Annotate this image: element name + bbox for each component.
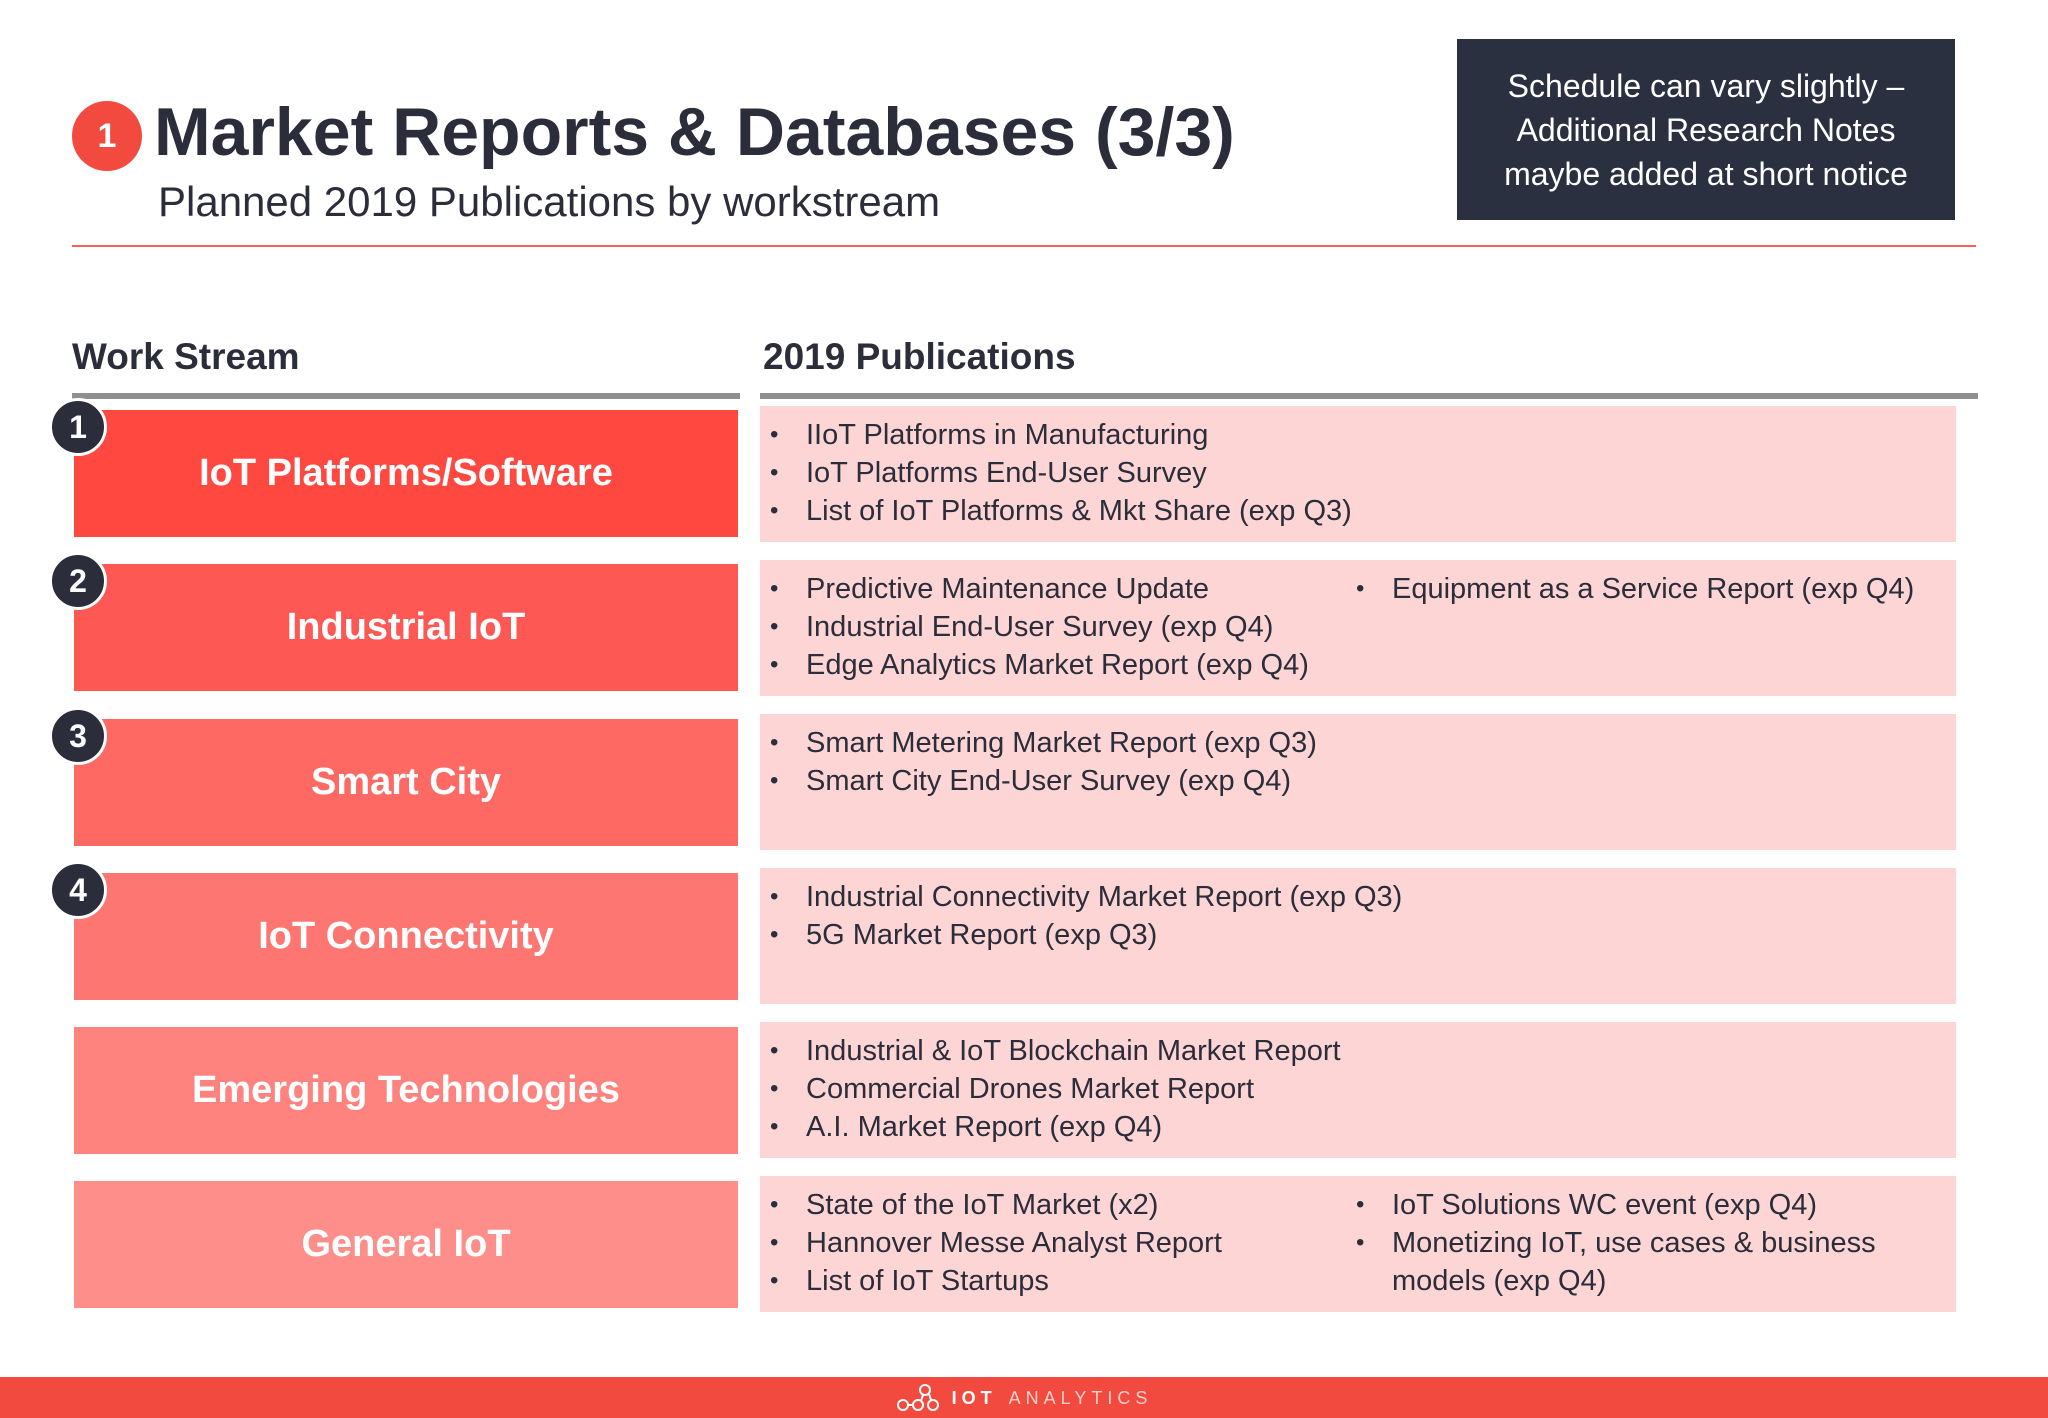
page-title: Market Reports & Databases (3/3) xyxy=(154,94,1235,170)
publications-box: Industrial & IoT Blockchain Market Repor… xyxy=(760,1022,1956,1158)
publication-list: IIoT Platforms in ManufacturingIoT Platf… xyxy=(760,416,1352,530)
publication-item: Industrial End-User Survey (exp Q4) xyxy=(760,608,1309,646)
publication-item: Industrial Connectivity Market Report (e… xyxy=(760,878,1402,916)
publication-item: Edge Analytics Market Report (exp Q4) xyxy=(760,646,1309,684)
publication-item: IoT Solutions WC event (exp Q4) xyxy=(1346,1186,1912,1224)
publications-box: Smart Metering Market Report (exp Q3)Sma… xyxy=(760,714,1956,850)
publication-item: List of IoT Platforms & Mkt Share (exp Q… xyxy=(760,492,1352,530)
workstream-number-badge: 4 xyxy=(49,861,107,919)
title-number-badge: 1 xyxy=(72,101,142,171)
workstream-label: Emerging Technologies xyxy=(192,1069,620,1111)
iot-network-icon xyxy=(896,1384,939,1411)
workstream-box: Emerging Technologies xyxy=(74,1027,738,1154)
workstream-box: General IoT xyxy=(74,1181,738,1308)
workstream-label: IoT Platforms/Software xyxy=(199,452,613,494)
publication-item: State of the IoT Market (x2) xyxy=(760,1186,1222,1224)
workstream-number-badge: 1 xyxy=(49,398,107,456)
workstream-box: Smart City xyxy=(74,719,738,846)
publication-item: Monetizing IoT, use cases & business mod… xyxy=(1346,1224,1912,1300)
publication-item: Equipment as a Service Report (exp Q4) xyxy=(1346,570,1914,608)
publication-item: A.I. Market Report (exp Q4) xyxy=(760,1108,1341,1146)
footer-logo-light: ANALYTICS xyxy=(1008,1387,1153,1408)
notice-line: Schedule can vary slightly – xyxy=(1507,67,1905,104)
publication-item: List of IoT Startups xyxy=(760,1262,1222,1300)
publication-list: Equipment as a Service Report (exp Q4) xyxy=(1346,570,1914,608)
schedule-notice-box: Schedule can vary slightly – Additional … xyxy=(1457,39,1955,220)
workstream-label: IoT Connectivity xyxy=(258,915,554,957)
publication-item: Smart City End-User Survey (exp Q4) xyxy=(760,762,1317,800)
workstream-box: IoT Connectivity xyxy=(74,873,738,1000)
publication-item: IIoT Platforms in Manufacturing xyxy=(760,416,1352,454)
publication-item: Smart Metering Market Report (exp Q3) xyxy=(760,724,1317,762)
publications-box: Predictive Maintenance UpdateIndustrial … xyxy=(760,560,1956,696)
footer-logo-bold: IOT xyxy=(951,1387,997,1408)
publications-box: Industrial Connectivity Market Report (e… xyxy=(760,868,1956,1004)
notice-line: maybe added at short notice xyxy=(1504,155,1908,192)
workstream-label: General IoT xyxy=(301,1223,511,1265)
publication-list: Industrial Connectivity Market Report (e… xyxy=(760,878,1402,954)
publication-item: IoT Platforms End-User Survey xyxy=(760,454,1352,492)
publication-item: Commercial Drones Market Report xyxy=(760,1070,1341,1108)
publication-item: Predictive Maintenance Update xyxy=(760,570,1309,608)
footer-logo: IOT ANALYTICS xyxy=(0,1383,2048,1413)
publication-item: 5G Market Report (exp Q3) xyxy=(760,916,1402,954)
work-stream-header: Work Stream xyxy=(72,336,300,377)
title-divider xyxy=(72,245,1976,247)
publication-list: State of the IoT Market (x2)Hannover Mes… xyxy=(760,1186,1222,1300)
publication-list: Industrial & IoT Blockchain Market Repor… xyxy=(760,1032,1341,1146)
publication-list: Predictive Maintenance UpdateIndustrial … xyxy=(760,570,1309,684)
publications-header-rule xyxy=(760,393,1978,399)
publications-header: 2019 Publications xyxy=(763,336,1076,377)
workstream-box: IoT Platforms/Software xyxy=(74,410,738,537)
publications-box: IIoT Platforms in ManufacturingIoT Platf… xyxy=(760,406,1956,542)
publication-item: Hannover Messe Analyst Report xyxy=(760,1224,1222,1262)
publications-box: State of the IoT Market (x2)Hannover Mes… xyxy=(760,1176,1956,1312)
workstream-label: Industrial IoT xyxy=(286,606,526,648)
notice-line: Additional Research Notes xyxy=(1516,111,1896,148)
work-stream-header-rule xyxy=(72,393,740,399)
footer-bar: IOT ANALYTICS xyxy=(0,1377,2048,1418)
page-subtitle: Planned 2019 Publications by workstream xyxy=(158,178,941,225)
workstream-number-badge: 3 xyxy=(49,707,107,765)
publication-list: Smart Metering Market Report (exp Q3)Sma… xyxy=(760,724,1317,800)
publication-list: IoT Solutions WC event (exp Q4)Monetizin… xyxy=(1346,1186,1912,1300)
workstream-box: Industrial IoT xyxy=(74,564,738,691)
publication-item: Industrial & IoT Blockchain Market Repor… xyxy=(760,1032,1341,1070)
workstream-number-badge: 2 xyxy=(49,552,107,610)
workstream-label: Smart City xyxy=(310,761,502,803)
